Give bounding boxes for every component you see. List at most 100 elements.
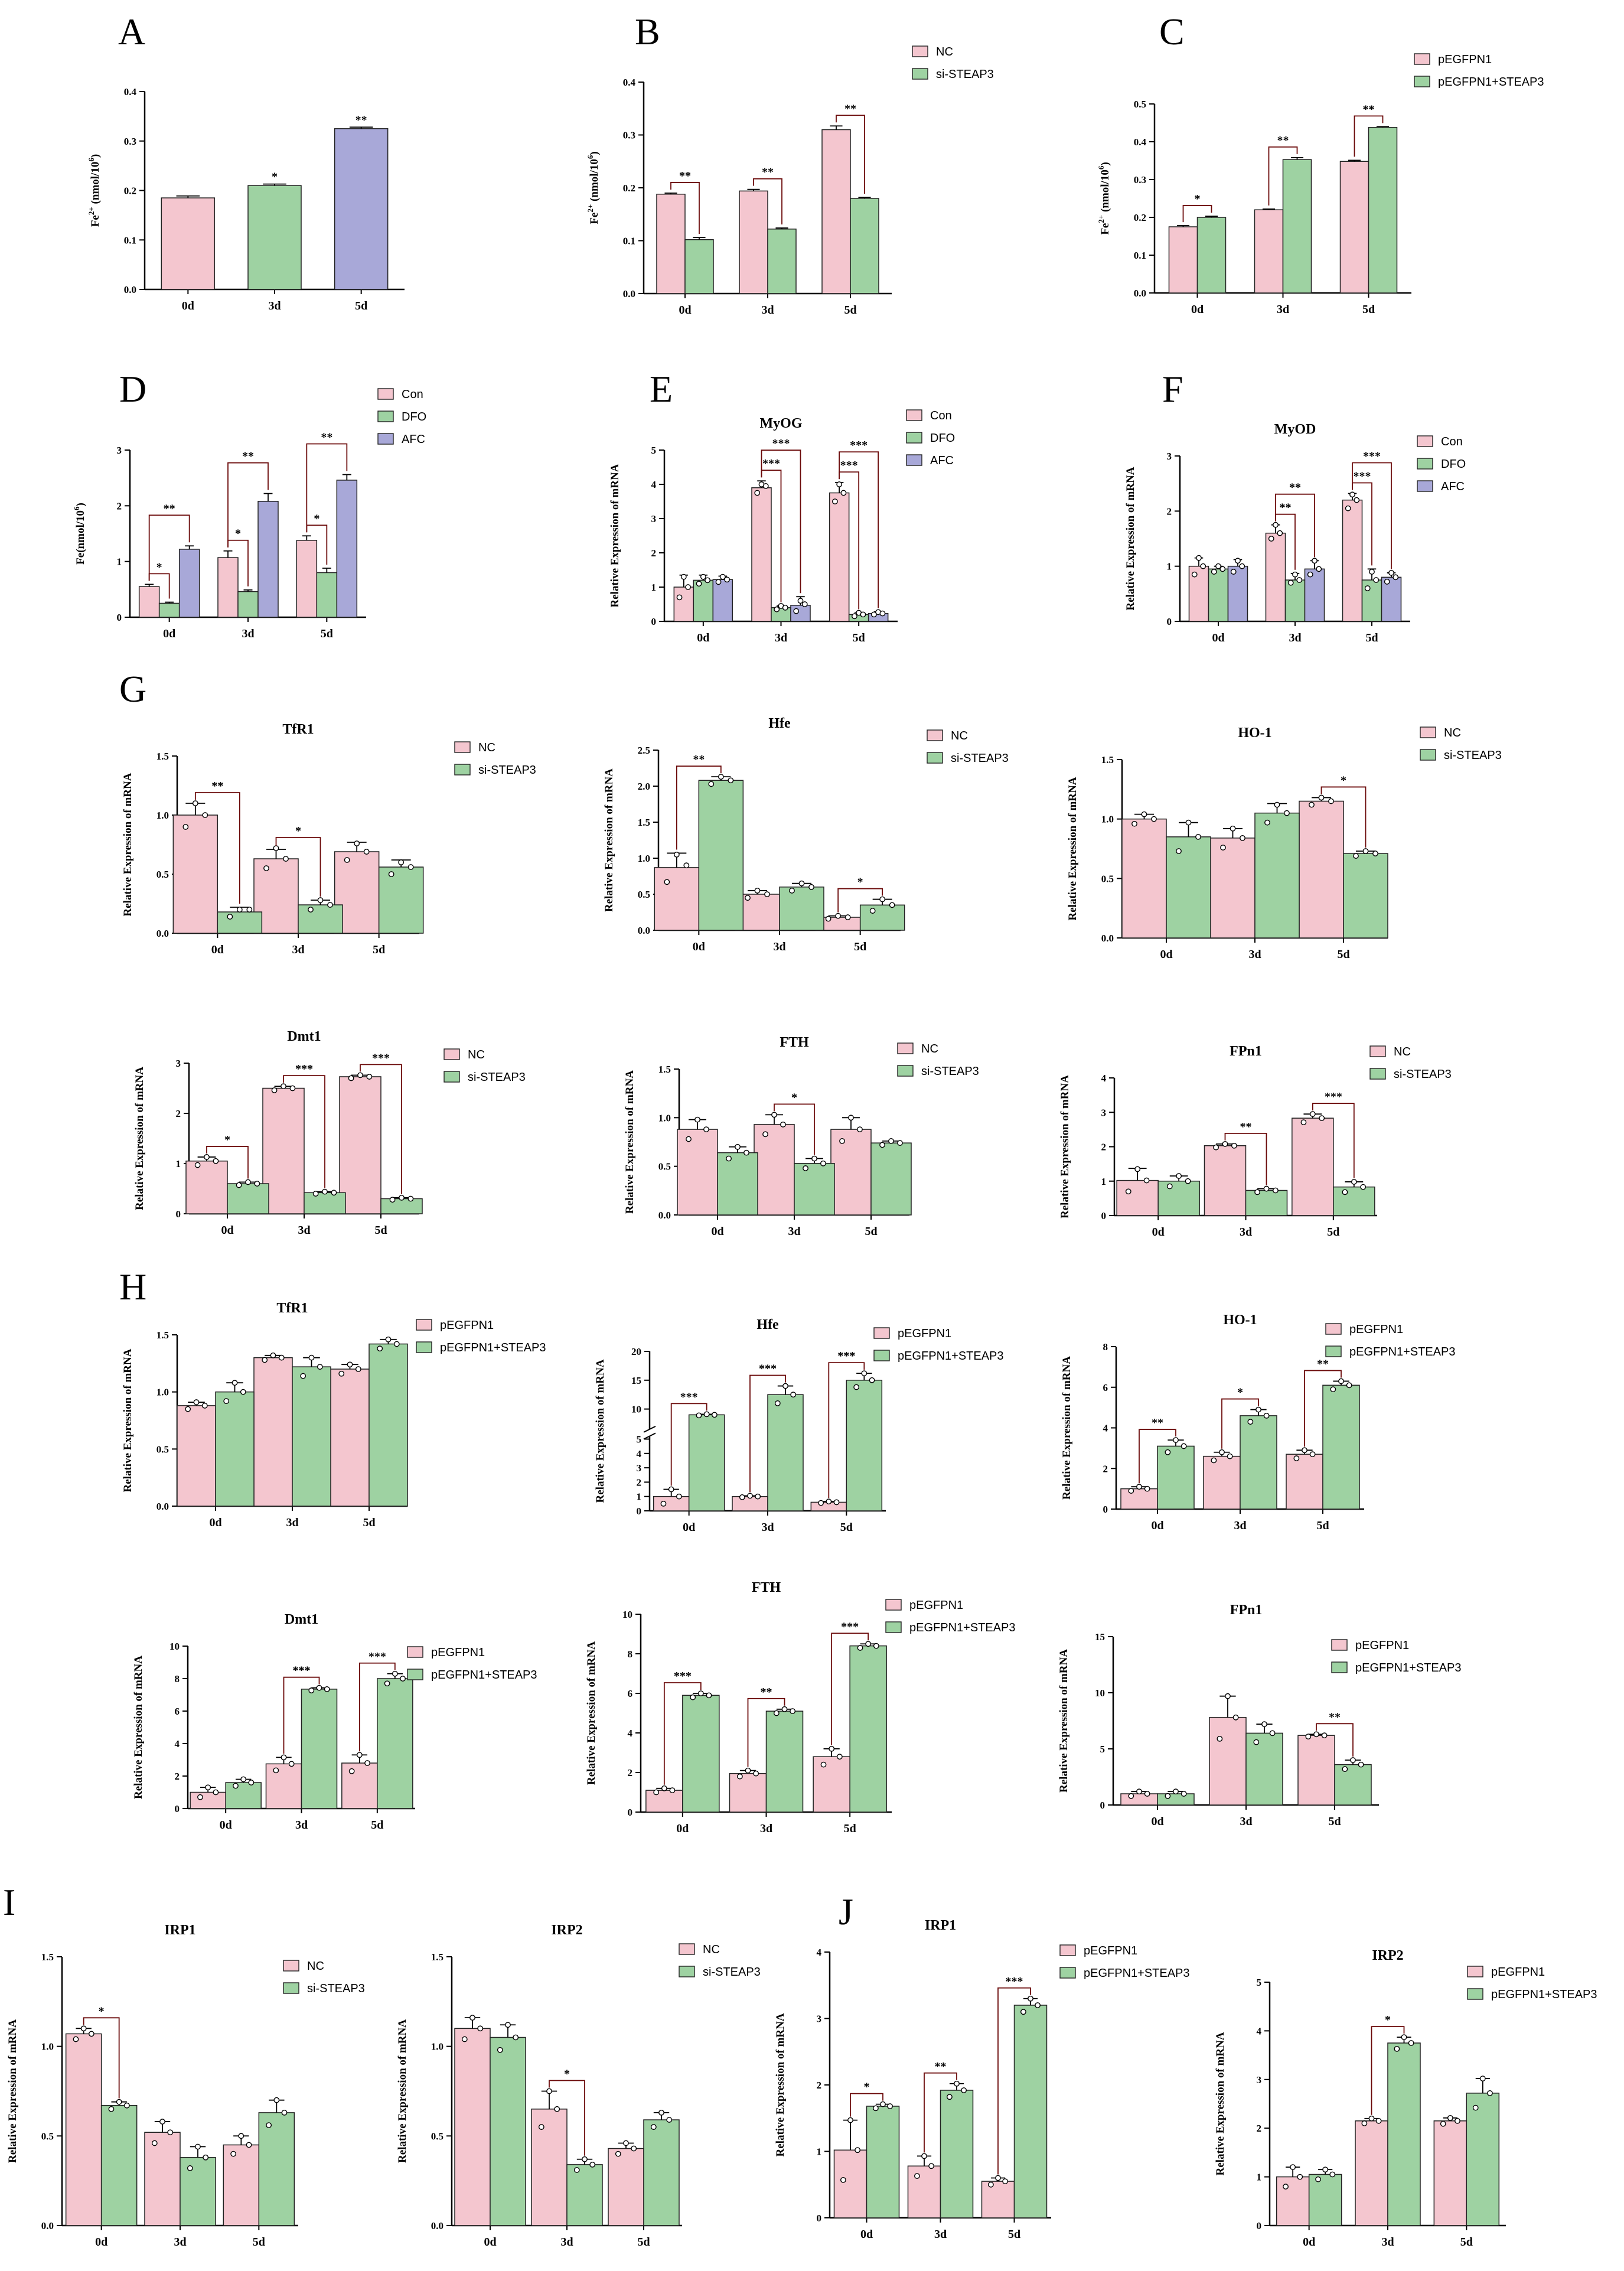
data-point — [281, 2109, 288, 2116]
x-tick-label: 3d — [1381, 2236, 1394, 2249]
legend-label: NC — [936, 45, 953, 58]
data-point — [1220, 845, 1226, 851]
legend-swatch — [1414, 53, 1430, 65]
significance-bracket — [924, 2072, 957, 2153]
bar — [643, 2119, 680, 2226]
legend-label: pEGFPN1 — [1349, 1323, 1403, 1336]
data-point — [1211, 569, 1217, 575]
chart-title: Hfe — [756, 1317, 779, 1332]
data-point — [888, 1138, 894, 1144]
bar — [158, 602, 180, 618]
legend-swatch — [906, 454, 922, 466]
significance-label: ** — [1317, 1357, 1329, 1370]
data-point — [615, 2151, 621, 2157]
data-point — [1455, 2117, 1460, 2124]
data-point — [1166, 1183, 1173, 1190]
data-point — [961, 2087, 967, 2093]
legend-swatch — [416, 1319, 432, 1331]
bar — [531, 2109, 568, 2226]
bar — [673, 587, 694, 622]
data-point — [246, 907, 253, 913]
x-tick-label: 0d — [1160, 948, 1172, 961]
legend-swatch — [1369, 1045, 1386, 1057]
significance-bracket — [837, 888, 883, 913]
data-point — [811, 1155, 817, 1162]
data-point — [1307, 571, 1313, 578]
y-tick-label: 0.1 — [124, 234, 136, 246]
y-tick-label: 10 — [169, 1641, 180, 1652]
data-point — [1165, 1793, 1171, 1799]
legend-swatch — [912, 68, 928, 80]
significance-bracket — [997, 1987, 1031, 2175]
data-point — [213, 1158, 219, 1164]
data-point — [469, 2015, 475, 2021]
y-tick-label: 1.0 — [156, 1387, 169, 1398]
y-tick-label: 0 — [817, 2213, 822, 2224]
bar — [316, 572, 338, 618]
bar — [1297, 1735, 1335, 1806]
data-point — [947, 2094, 953, 2100]
y-axis-label-sup: 2+ — [87, 207, 96, 215]
x-tick-label: 3d — [775, 631, 787, 644]
bar — [223, 2144, 260, 2226]
legend-label: Con — [402, 388, 423, 401]
data-point — [377, 1345, 383, 1352]
data-point — [666, 2117, 673, 2123]
bar — [1210, 838, 1255, 939]
legend-label: Con — [1441, 435, 1463, 448]
chart-h1: 0.0 0.5 1.0 1.5 Relative Expression of mRNA T… — [122, 1301, 546, 1529]
bar — [258, 2112, 295, 2226]
data-point — [384, 1680, 390, 1687]
legend-label: si-STEAP3 — [478, 764, 536, 777]
data-point — [546, 2088, 552, 2094]
x-tick-label: 3d — [761, 1521, 774, 1534]
data-point — [879, 1142, 885, 1148]
x-tick-label: 3d — [1277, 303, 1289, 316]
significance-label: ** — [356, 113, 367, 126]
y-tick-label: 1.5 — [638, 817, 650, 828]
data-point — [879, 610, 886, 617]
data-point — [1240, 835, 1245, 841]
chart-g1: 0.0 0.5 1.0 1.5 Relative Expression of mRNA T… — [122, 722, 536, 956]
data-point — [1227, 1453, 1233, 1459]
chart-title: IRP1 — [164, 1923, 195, 1938]
bar — [1355, 2120, 1388, 2226]
data-point — [240, 1776, 247, 1783]
data-point — [774, 1400, 781, 1406]
y-tick-label: 1.5 — [156, 751, 169, 762]
bar — [341, 1762, 378, 1809]
panel-label: B — [635, 11, 660, 53]
x-tick-label: 5d — [844, 304, 856, 317]
bar — [829, 492, 850, 622]
significance-label: * — [1385, 2013, 1391, 2026]
bar — [138, 586, 160, 618]
data-point — [1144, 1485, 1150, 1492]
significance-bracket — [1139, 1429, 1176, 1484]
data-point — [1349, 491, 1355, 498]
data-point — [538, 2124, 544, 2130]
data-point — [308, 907, 314, 913]
significance-label: ** — [211, 780, 223, 793]
y-axis-label-sup: 6 — [586, 155, 595, 159]
bar — [217, 911, 263, 934]
x-tick-label: 0d — [697, 631, 709, 644]
data-point — [1290, 2164, 1296, 2171]
legend-swatch — [407, 1669, 423, 1680]
data-point — [865, 1641, 872, 1647]
bar — [682, 1695, 720, 1813]
y-axis-label-part: ) — [74, 503, 87, 506]
legend-swatch — [906, 432, 922, 444]
data-point — [1225, 1693, 1231, 1699]
data-point — [1361, 2120, 1368, 2126]
data-point — [1384, 578, 1390, 585]
data-point — [1388, 569, 1394, 576]
data-point — [1219, 1449, 1225, 1455]
bar — [1433, 2120, 1468, 2226]
legend-swatch — [1325, 1323, 1342, 1335]
bar — [454, 2028, 491, 2226]
legend-label: NC — [468, 1048, 485, 1061]
x-tick-label: 5d — [1328, 1815, 1341, 1828]
bar — [1334, 1764, 1372, 1806]
data-point — [1479, 2075, 1486, 2082]
significance-bracket — [1312, 1103, 1355, 1178]
